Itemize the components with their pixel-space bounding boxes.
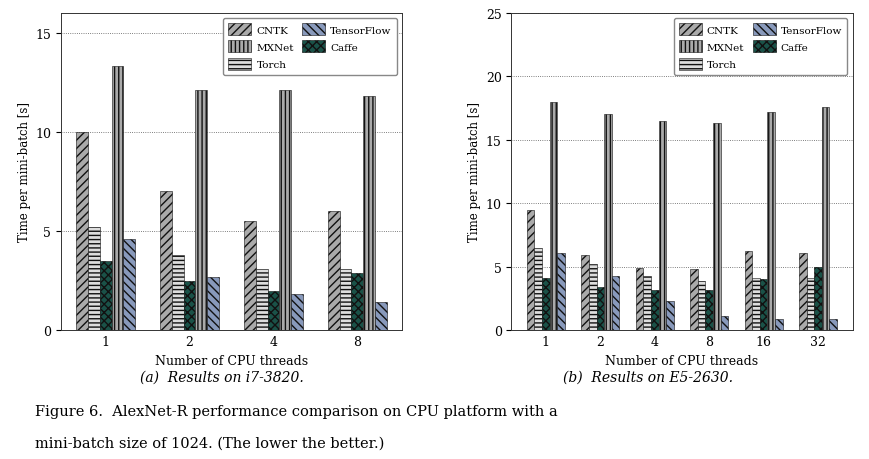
Bar bbox=[375, 303, 386, 330]
Bar bbox=[666, 302, 673, 330]
Bar bbox=[328, 212, 339, 330]
Legend: CNTK, MXNet, Torch, TensorFlow, Caffe: CNTK, MXNet, Torch, TensorFlow, Caffe bbox=[673, 19, 846, 76]
Bar bbox=[541, 279, 549, 330]
Bar bbox=[658, 122, 666, 330]
Bar bbox=[244, 222, 255, 330]
Bar bbox=[611, 276, 619, 330]
Bar bbox=[774, 319, 782, 330]
Bar bbox=[279, 91, 291, 330]
Bar bbox=[635, 269, 642, 330]
Bar bbox=[713, 124, 720, 330]
Bar bbox=[580, 256, 588, 330]
Bar bbox=[557, 253, 564, 330]
Bar bbox=[291, 295, 302, 330]
X-axis label: Number of CPU threads: Number of CPU threads bbox=[155, 354, 308, 367]
Bar bbox=[111, 67, 123, 330]
Bar bbox=[76, 133, 88, 330]
Bar bbox=[183, 281, 196, 330]
Y-axis label: Time per mini-batch [s]: Time per mini-batch [s] bbox=[18, 102, 31, 242]
Y-axis label: Time per mini-batch [s]: Time per mini-batch [s] bbox=[468, 102, 481, 242]
Bar bbox=[720, 317, 727, 330]
Bar bbox=[362, 97, 375, 330]
Bar bbox=[160, 192, 172, 330]
Bar bbox=[744, 252, 752, 330]
Text: Figure 6.  AlexNet-R performance comparison on CPU platform with a: Figure 6. AlexNet-R performance comparis… bbox=[35, 404, 557, 418]
Bar bbox=[351, 273, 362, 330]
Bar bbox=[207, 277, 219, 330]
Text: (b)  Results on E5-2630.: (b) Results on E5-2630. bbox=[562, 369, 733, 383]
Bar bbox=[821, 107, 828, 330]
Bar bbox=[828, 319, 836, 330]
Bar bbox=[759, 280, 766, 330]
Bar bbox=[806, 279, 813, 330]
Bar bbox=[527, 210, 534, 330]
Bar bbox=[705, 290, 713, 330]
Bar bbox=[603, 115, 611, 330]
Bar bbox=[596, 287, 603, 330]
Bar bbox=[813, 267, 821, 330]
Bar bbox=[172, 255, 183, 330]
Bar bbox=[255, 269, 268, 330]
Bar bbox=[697, 281, 705, 330]
Bar bbox=[650, 290, 658, 330]
Text: mini-batch size of 1024. (The lower the better.): mini-batch size of 1024. (The lower the … bbox=[35, 436, 384, 450]
Bar bbox=[752, 279, 759, 330]
Bar bbox=[100, 261, 111, 330]
Legend: CNTK, MXNet, Torch, TensorFlow, Caffe: CNTK, MXNet, Torch, TensorFlow, Caffe bbox=[222, 19, 396, 76]
Bar bbox=[642, 276, 650, 330]
Bar bbox=[766, 112, 774, 330]
Bar bbox=[123, 240, 135, 330]
X-axis label: Number of CPU threads: Number of CPU threads bbox=[605, 354, 758, 367]
Bar bbox=[549, 102, 557, 330]
Bar bbox=[339, 269, 351, 330]
Bar bbox=[798, 253, 806, 330]
Bar bbox=[534, 248, 541, 330]
Bar bbox=[88, 228, 100, 330]
Bar bbox=[268, 291, 279, 330]
Bar bbox=[689, 270, 697, 330]
Bar bbox=[588, 264, 596, 330]
Text: (a)  Results on i7-3820.: (a) Results on i7-3820. bbox=[140, 369, 303, 383]
Bar bbox=[196, 91, 207, 330]
